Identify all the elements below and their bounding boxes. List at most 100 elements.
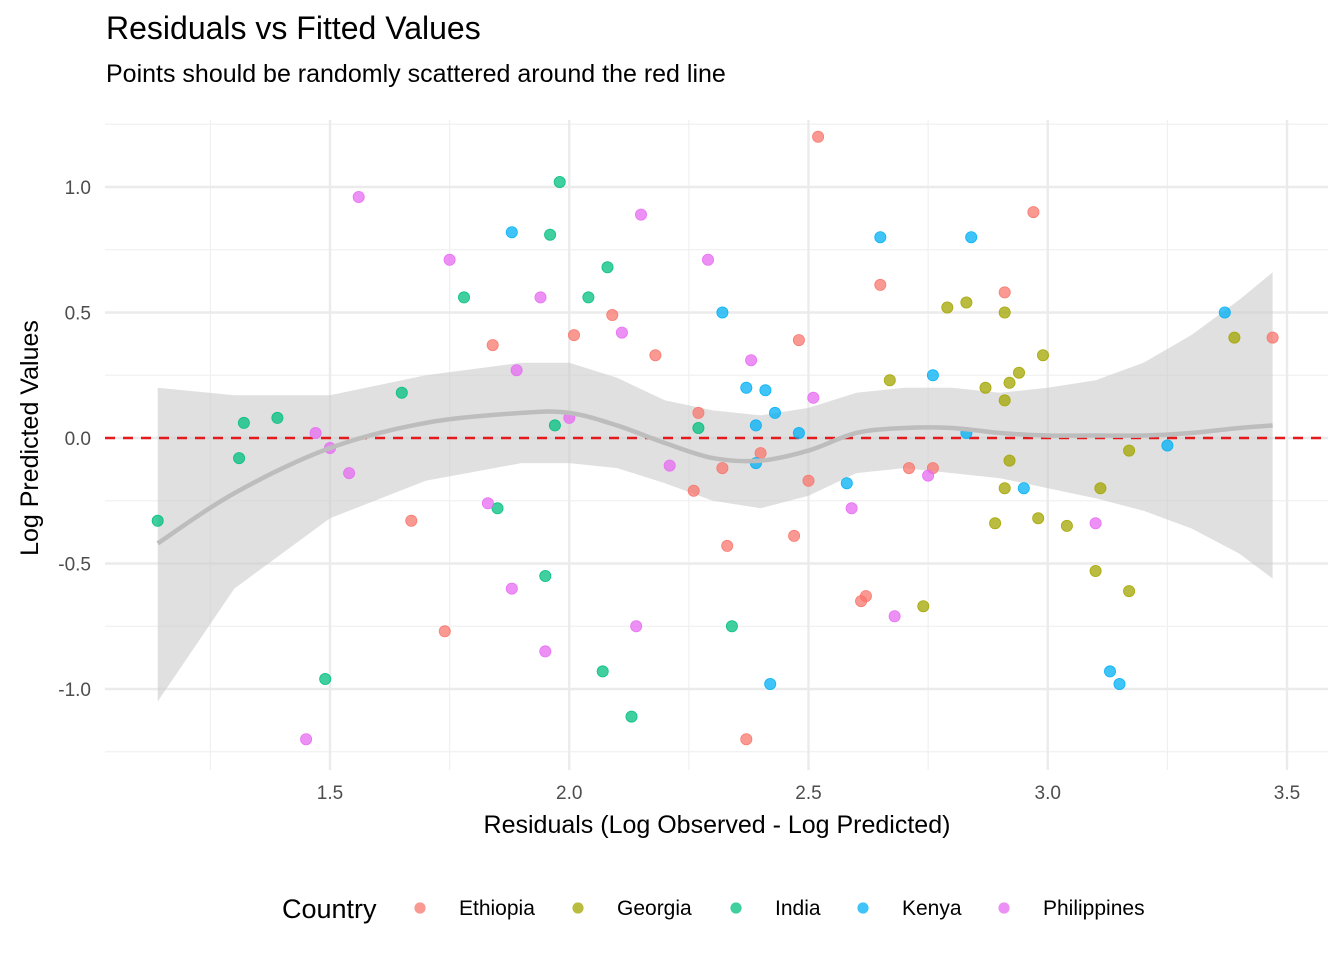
legend-key-ethiopia xyxy=(414,902,426,914)
point-georgia xyxy=(1013,366,1026,379)
point-georgia xyxy=(883,374,896,387)
point-philippines xyxy=(663,459,676,472)
point-georgia xyxy=(960,296,973,309)
point-india xyxy=(544,228,557,241)
y-tick-label: -1.0 xyxy=(58,680,91,701)
point-philippines xyxy=(615,326,628,339)
point-kenya xyxy=(874,231,887,244)
point-india xyxy=(457,291,470,304)
point-philippines xyxy=(505,582,518,595)
point-kenya xyxy=(505,226,518,239)
legend-label-india: India xyxy=(775,897,821,920)
legend-title: Country xyxy=(282,894,377,924)
point-india xyxy=(601,261,614,274)
point-india xyxy=(692,421,705,434)
point-india xyxy=(625,710,638,723)
point-ethiopia xyxy=(606,308,619,321)
point-philippines xyxy=(343,467,356,480)
point-ethiopia xyxy=(405,514,418,527)
point-ethiopia xyxy=(788,529,801,542)
point-ethiopia xyxy=(792,334,805,347)
point-ethiopia xyxy=(812,130,825,143)
point-philippines xyxy=(534,291,547,304)
point-georgia xyxy=(998,394,1011,407)
point-georgia xyxy=(998,306,1011,319)
point-kenya xyxy=(759,384,772,397)
point-india xyxy=(151,514,164,527)
point-georgia xyxy=(989,517,1002,530)
y-tick-label: -0.5 xyxy=(58,555,91,576)
point-philippines xyxy=(352,190,365,203)
point-kenya xyxy=(769,406,782,419)
x-tick-label: 2.5 xyxy=(795,783,821,804)
legend-label-ethiopia: Ethiopia xyxy=(459,897,535,920)
point-georgia xyxy=(1037,349,1050,362)
point-georgia xyxy=(1123,444,1136,457)
point-philippines xyxy=(539,645,552,658)
point-ethiopia xyxy=(716,462,729,475)
point-kenya xyxy=(1161,439,1174,452)
point-philippines xyxy=(635,208,648,221)
point-kenya xyxy=(716,306,729,319)
legend-label-philippines: Philippines xyxy=(1043,897,1145,920)
point-ethiopia xyxy=(874,278,887,291)
point-georgia xyxy=(1123,585,1136,598)
legend: Country Ethiopia Georgia India Kenya Philipp… xyxy=(282,894,1145,924)
y-axis-ticks: -1.0 -0.5 0.0 0.5 1.0 xyxy=(58,178,91,701)
point-kenya xyxy=(749,419,762,432)
x-axis-title: Residuals (Log Observed - Log Predicted) xyxy=(484,811,951,839)
point-philippines xyxy=(845,502,858,515)
point-ethiopia xyxy=(687,484,700,497)
point-philippines xyxy=(630,620,643,633)
point-ethiopia xyxy=(721,539,734,552)
point-ethiopia xyxy=(903,462,916,475)
point-india xyxy=(725,620,738,633)
point-philippines xyxy=(443,253,456,266)
point-georgia xyxy=(941,301,954,314)
point-india xyxy=(539,570,552,583)
point-ethiopia xyxy=(754,447,767,460)
point-georgia xyxy=(1089,565,1102,578)
chart-title: Residuals vs Fitted Values xyxy=(106,10,481,46)
point-ethiopia xyxy=(740,733,753,746)
point-kenya xyxy=(840,477,853,490)
point-india xyxy=(233,452,246,465)
point-philippines xyxy=(745,354,758,367)
point-kenya xyxy=(965,231,978,244)
y-tick-label: 1.0 xyxy=(65,178,91,199)
point-kenya xyxy=(740,381,753,394)
point-philippines xyxy=(888,610,901,623)
point-india xyxy=(271,411,284,424)
point-india xyxy=(491,502,504,515)
point-ethiopia xyxy=(855,595,868,608)
point-philippines xyxy=(702,253,715,266)
point-kenya xyxy=(926,369,939,382)
point-philippines xyxy=(1089,517,1102,530)
confidence-band-layer xyxy=(157,272,1273,702)
point-georgia xyxy=(979,381,992,394)
point-india xyxy=(548,419,561,432)
point-kenya xyxy=(1113,678,1126,691)
point-philippines xyxy=(510,364,523,377)
point-georgia xyxy=(1228,331,1241,344)
legend-label-kenya: Kenya xyxy=(902,897,962,920)
point-ethiopia xyxy=(802,474,815,487)
point-kenya xyxy=(764,678,777,691)
legend-label-georgia: Georgia xyxy=(617,897,692,920)
legend-key-philippines xyxy=(998,902,1010,914)
point-india xyxy=(395,386,408,399)
point-ethiopia xyxy=(649,349,662,362)
point-georgia xyxy=(917,600,930,613)
point-philippines xyxy=(807,391,820,404)
point-kenya xyxy=(792,426,805,439)
points-layer xyxy=(151,130,1279,746)
point-kenya xyxy=(1017,482,1030,495)
confidence-band xyxy=(157,272,1273,702)
legend-key-georgia xyxy=(572,902,584,914)
point-georgia xyxy=(1032,512,1045,525)
point-philippines xyxy=(309,426,322,439)
point-india xyxy=(319,673,332,686)
chart-subtitle: Points should be randomly scattered arou… xyxy=(106,60,726,88)
point-kenya xyxy=(1104,665,1117,678)
